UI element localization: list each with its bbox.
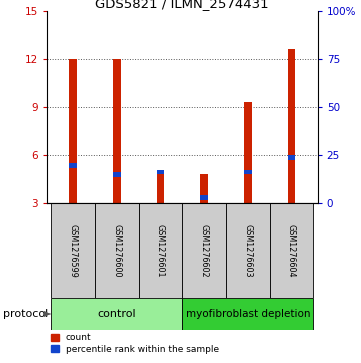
Text: myofibroblast depletion: myofibroblast depletion bbox=[186, 309, 310, 319]
Bar bbox=[139, 203, 182, 298]
Bar bbox=[182, 298, 313, 330]
Bar bbox=[244, 170, 252, 175]
Text: GSM1276601: GSM1276601 bbox=[156, 224, 165, 277]
Bar bbox=[69, 163, 77, 168]
Legend: count, percentile rank within the sample: count, percentile rank within the sample bbox=[52, 333, 219, 354]
Bar bbox=[51, 203, 95, 298]
Bar bbox=[200, 195, 208, 200]
Bar bbox=[226, 203, 270, 298]
Text: GSM1276604: GSM1276604 bbox=[287, 224, 296, 277]
Text: GSM1276602: GSM1276602 bbox=[200, 224, 209, 277]
Text: control: control bbox=[97, 309, 136, 319]
Text: GSM1276600: GSM1276600 bbox=[112, 224, 121, 277]
Bar bbox=[157, 171, 164, 203]
Bar bbox=[288, 49, 295, 203]
Bar bbox=[69, 59, 77, 203]
Title: GDS5821 / ILMN_2574431: GDS5821 / ILMN_2574431 bbox=[96, 0, 269, 10]
Bar bbox=[157, 170, 164, 175]
Text: GSM1276603: GSM1276603 bbox=[243, 224, 252, 277]
Bar bbox=[95, 203, 139, 298]
Bar bbox=[51, 298, 182, 330]
Bar bbox=[288, 155, 295, 160]
Text: GSM1276599: GSM1276599 bbox=[69, 224, 78, 277]
Bar bbox=[113, 59, 121, 203]
Bar bbox=[244, 102, 252, 203]
Bar bbox=[113, 172, 121, 177]
Bar bbox=[182, 203, 226, 298]
Bar bbox=[200, 175, 208, 203]
Text: protocol: protocol bbox=[3, 309, 48, 319]
Bar bbox=[270, 203, 313, 298]
